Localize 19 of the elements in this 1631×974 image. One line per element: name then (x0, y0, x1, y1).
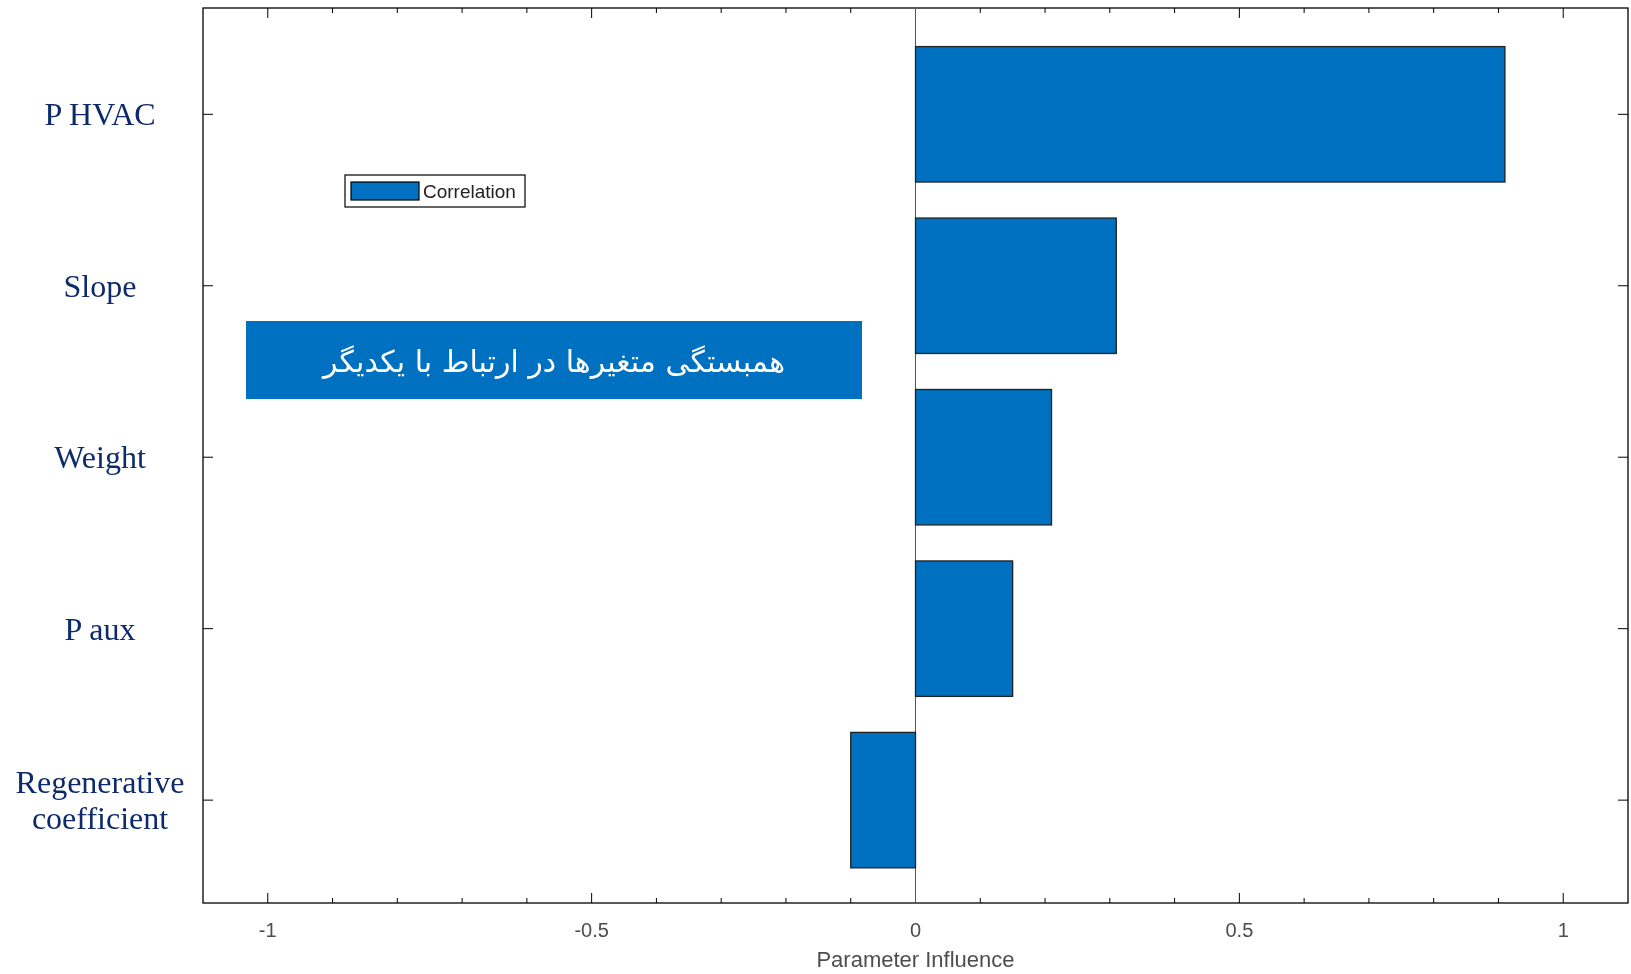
y-tick-label: Weight (54, 439, 146, 476)
bar (914, 388, 1053, 526)
x-tick-label: 1 (1557, 919, 1569, 941)
bar (914, 45, 1506, 183)
y-tick-label: Slope (63, 267, 137, 304)
x-tick-label: 0 (909, 919, 922, 941)
legend: Correlation (344, 174, 526, 208)
bar (914, 560, 1014, 698)
bar (914, 217, 1117, 355)
y-tick-label: P aux (64, 610, 136, 647)
x-tick-label: -0.5 (574, 919, 609, 941)
bar (850, 731, 917, 869)
x-axis-title: Parameter Influence (816, 947, 1015, 972)
y-tick-label: Regenerative coefficient (15, 764, 185, 837)
annotation: همبستگی متغیرها در ارتباط با یکدیگر (320, 344, 786, 379)
legend-label: Correlation (423, 181, 516, 202)
y-tick-label: P HVAC (44, 96, 156, 133)
x-tick-label: -1 (258, 919, 277, 941)
x-tick-label: 0.5 (1225, 919, 1254, 941)
